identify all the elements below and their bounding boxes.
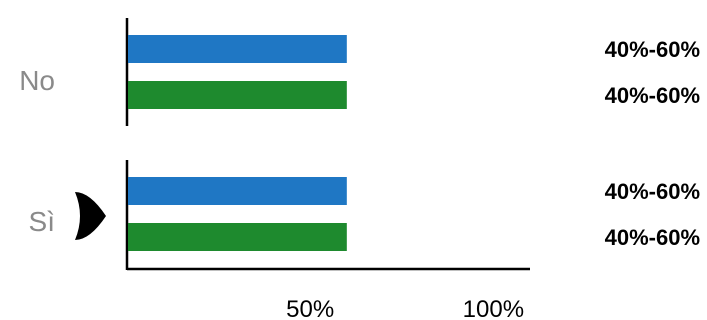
category-label-0: No bbox=[19, 65, 55, 96]
x-tick-label-0: 50% bbox=[286, 296, 334, 320]
value-label-0-0: 40%-60% bbox=[605, 37, 700, 62]
bar-1-1 bbox=[128, 223, 347, 251]
bar-0-1 bbox=[128, 81, 347, 109]
value-label-1-0: 40%-60% bbox=[605, 179, 700, 204]
x-tick-label-1: 100% bbox=[463, 296, 524, 320]
bar-1-0 bbox=[128, 177, 347, 205]
category-labels: No Sì bbox=[19, 65, 55, 237]
value-label-1-1: 40%-60% bbox=[605, 225, 700, 250]
selection-marker bbox=[75, 192, 106, 240]
chart-axes bbox=[125, 18, 530, 271]
value-labels: 40%-60% 40%-60% 40%-60% 40%-60% bbox=[605, 37, 700, 250]
pointer-triangle-icon bbox=[75, 192, 106, 240]
category-label-1: Sì bbox=[29, 206, 55, 237]
bar-0-0 bbox=[128, 35, 347, 63]
chart-bars bbox=[128, 35, 347, 251]
x-tick-labels: 50% 100% bbox=[286, 296, 524, 320]
value-label-0-1: 40%-60% bbox=[605, 83, 700, 108]
